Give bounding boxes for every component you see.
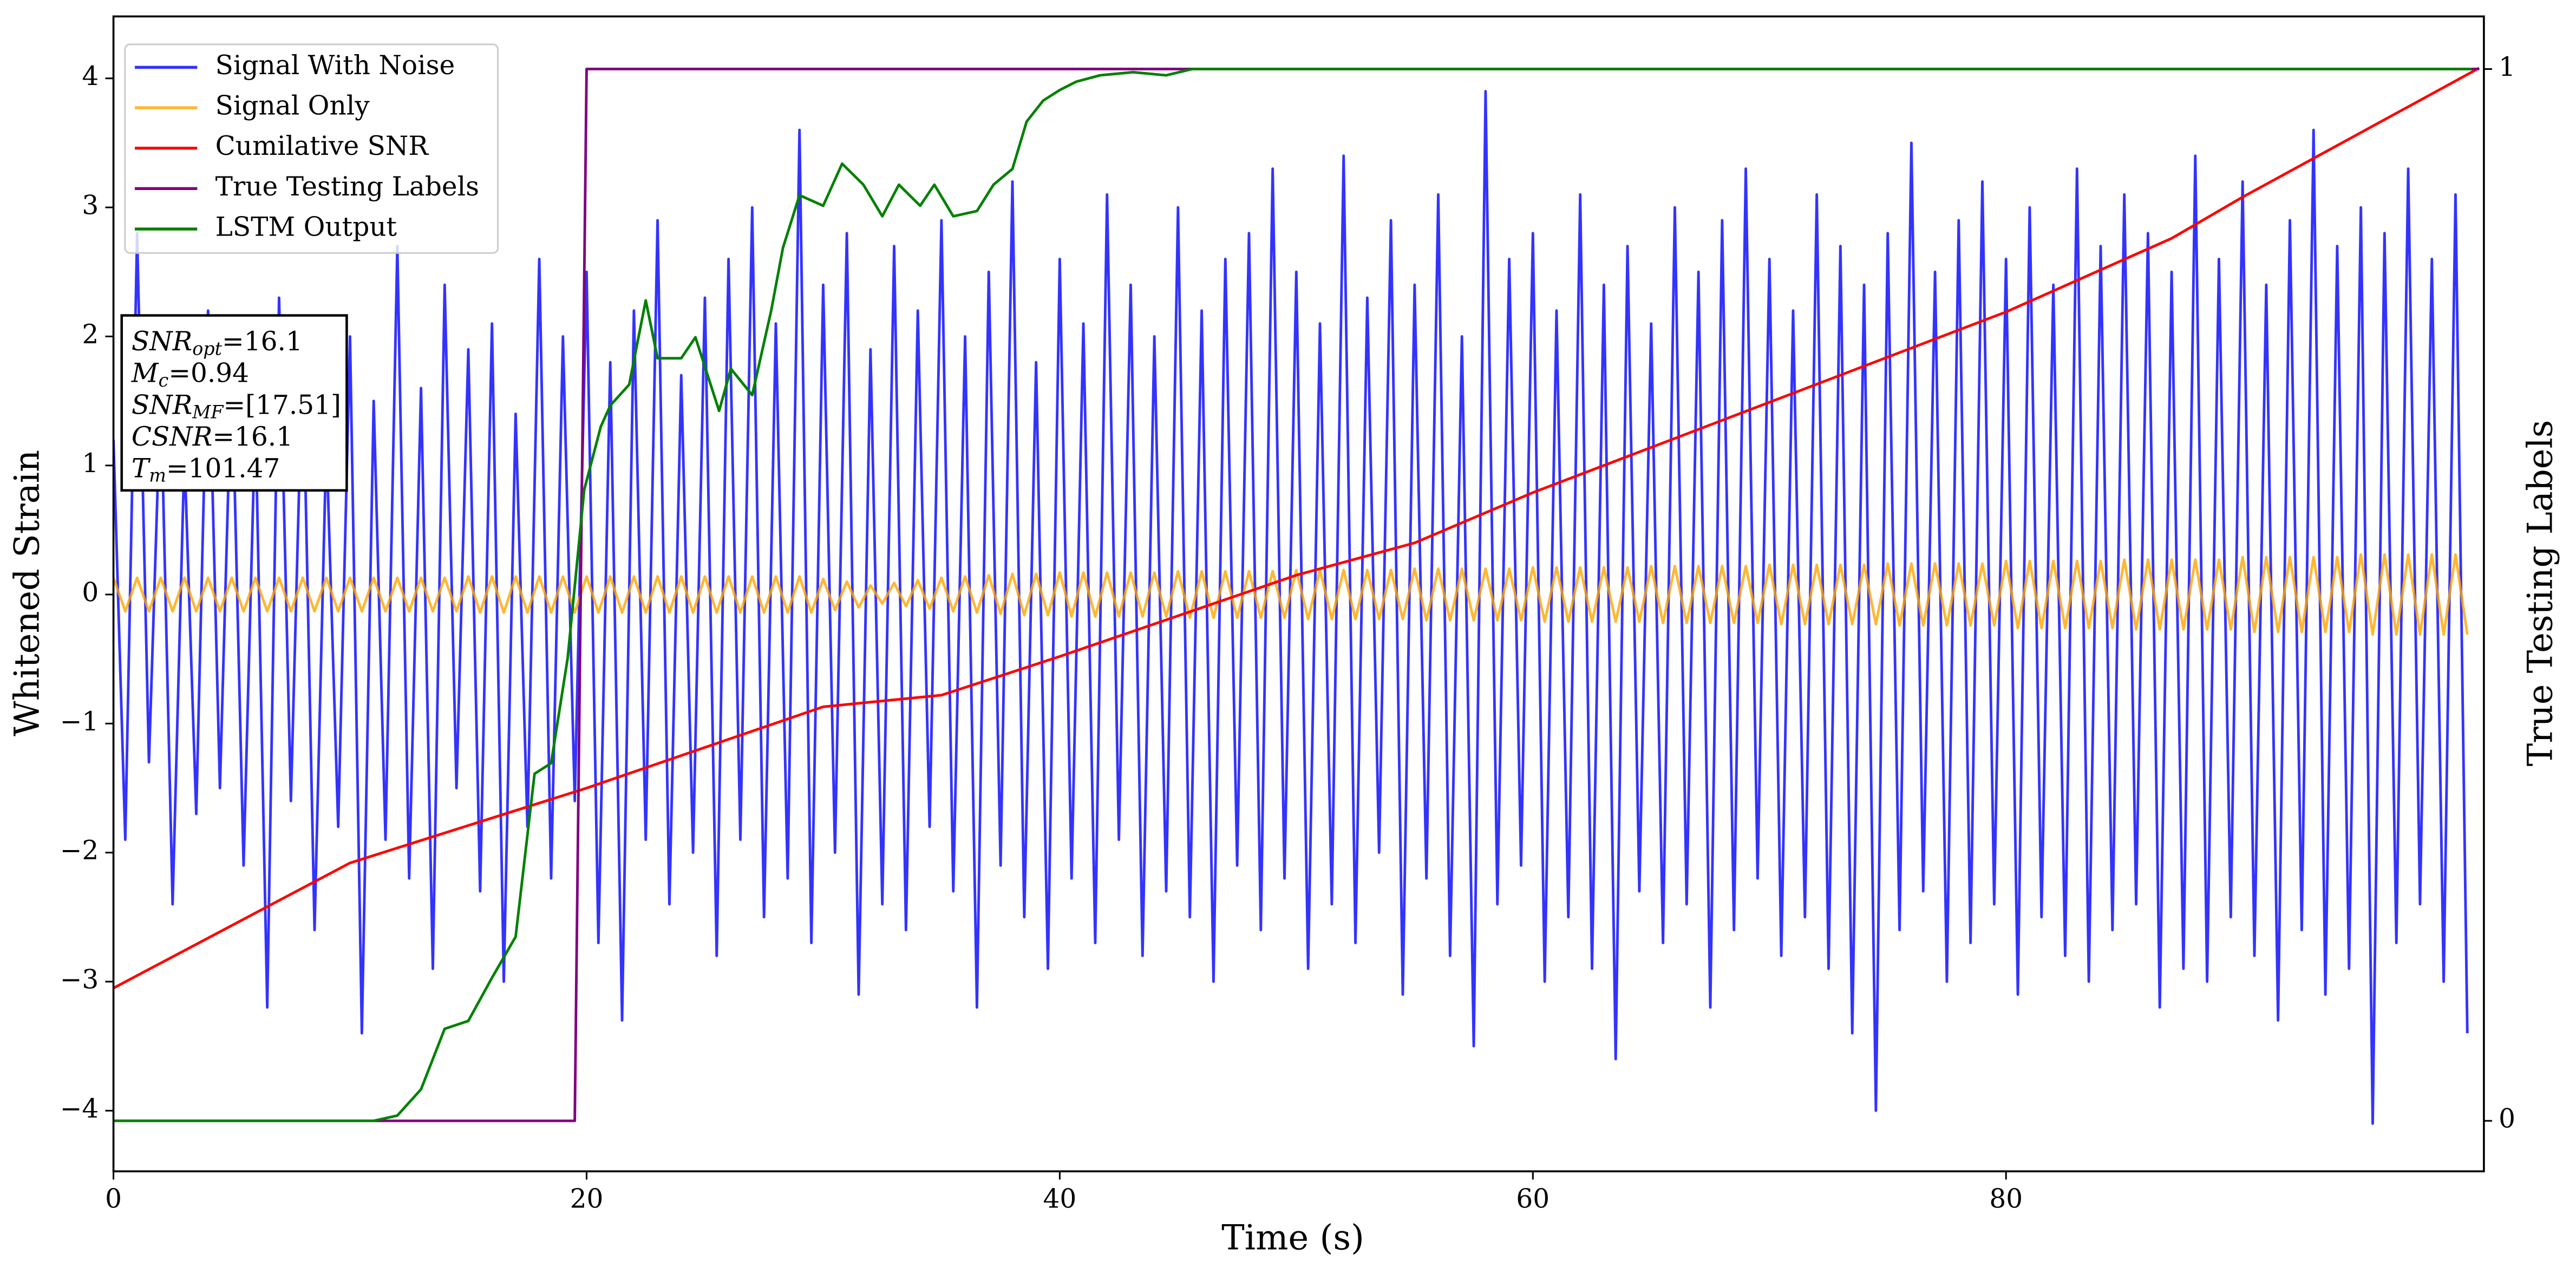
legend-label: Cumilative SNR [215, 131, 429, 161]
x-tick-label: 40 [1043, 1184, 1077, 1214]
annotation-subscript: m [149, 465, 166, 486]
annotation-value: =[17.51] [224, 390, 341, 420]
annotation-value: =101.47 [166, 453, 280, 484]
annotation-symbol: T [132, 453, 151, 484]
y-tick-label: −1 [60, 707, 99, 737]
legend-label: Signal With Noise [215, 50, 455, 81]
annotation-value: =16.1 [212, 421, 293, 452]
annotation-symbol: CSNR [132, 421, 212, 452]
annotation-line: CSNR=16.1 [132, 421, 293, 452]
annotation-subscript: opt [192, 338, 222, 359]
annotation-symbol: SNR [132, 390, 192, 420]
y2-axis-label: True Testing Labels [2521, 420, 2561, 766]
y-tick-label: 0 [82, 578, 99, 608]
y-tick-label: 3 [82, 191, 99, 221]
series-line [113, 68, 2473, 1122]
y-tick-label: 4 [82, 61, 99, 92]
annotation-symbol: SNR [132, 326, 192, 357]
annotation-subscript: c [159, 370, 169, 391]
x-tick-label: 20 [570, 1184, 604, 1214]
annotation-line: SNRopt=16.1 [132, 326, 303, 360]
y2-tick-label: 0 [2499, 1104, 2515, 1134]
annotation-line: SNRMF=[17.51] [132, 390, 341, 423]
annotation-box: SNRopt=16.1Mc=0.94SNRMF=[17.51]CSNR=16.1… [120, 314, 348, 492]
annotation-value: =16.1 [222, 326, 303, 357]
annotation-line: Mc=0.94 [131, 358, 249, 391]
series-line [113, 553, 2469, 636]
x-tick-label: 60 [1516, 1184, 1549, 1214]
legend-frame [124, 43, 499, 254]
legend-label: True Testing Labels [215, 172, 479, 202]
annotation-frame [120, 314, 348, 492]
legend-label: LSTM Output [215, 212, 397, 242]
y-tick-label: −3 [60, 965, 99, 995]
y-tick-label: −2 [60, 835, 99, 866]
y2-tick-label: 1 [2499, 52, 2515, 82]
annotation-symbol: M [131, 358, 159, 388]
y-tick-label: 2 [82, 319, 99, 350]
x-tick-label: 0 [105, 1184, 122, 1214]
annotation-value: =0.94 [168, 358, 249, 388]
series-line [113, 67, 2480, 990]
legend-label: Signal Only [215, 91, 370, 121]
y-axis-label: Whitened Strain [7, 450, 47, 736]
annotation-line: Tm=101.47 [132, 453, 280, 486]
series-line [113, 90, 2469, 1125]
x-tick-label: 80 [1989, 1184, 2023, 1214]
plot-area [113, 67, 2480, 1125]
y-tick-label: −4 [60, 1094, 99, 1124]
y-tick-label: 1 [82, 448, 99, 479]
x-axis-label: Time (s) [1221, 1218, 1364, 1258]
annotation-subscript: MF [192, 401, 224, 422]
legend: Signal With Noise Signal Only Cumilative S… [124, 43, 499, 254]
